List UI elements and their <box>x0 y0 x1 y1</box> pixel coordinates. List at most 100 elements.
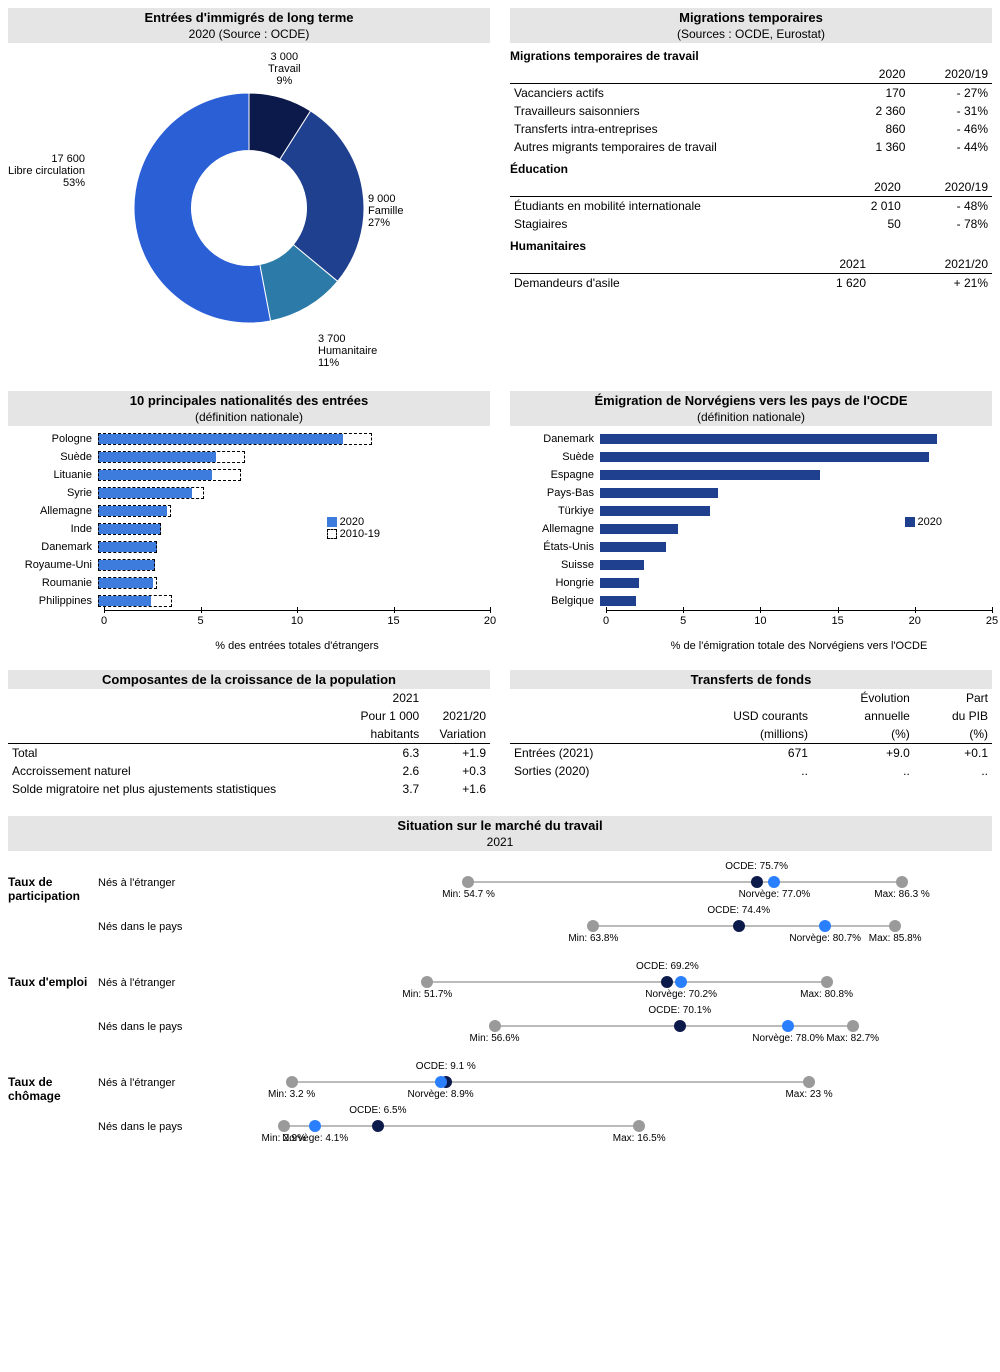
temp-work-heading: Migrations temporaires de travail <box>510 49 992 63</box>
bar-row: Lituanie <box>8 466 490 484</box>
temp-hum-heading: Humanitaires <box>510 239 992 253</box>
donut-slice-label: 3 000Travail9% <box>268 51 301 87</box>
bar-category: Philippines <box>8 595 98 607</box>
col-2020: 2020 <box>848 65 909 84</box>
bar-category: Suisse <box>510 559 600 571</box>
donut-slice-label: 17 600Libre circulation53% <box>8 153 85 189</box>
bar-row: Philippines <box>8 592 490 610</box>
labour-row: Nés à l'étrangerMin: 3.2 %Max: 23 %OCDE:… <box>98 1061 992 1105</box>
country-dot <box>309 1120 321 1132</box>
bar-row: Espagne <box>510 466 992 484</box>
temp-subtitle: (Sources : OCDE, Eurostat) <box>510 27 992 43</box>
temp-work-table: 2020 2020/19 Vacanciers actifs170- 27%Tr… <box>510 65 992 156</box>
emig-subtitle: (définition nationale) <box>510 410 992 426</box>
labour-value-label: Max: 80.8% <box>800 989 853 1000</box>
labour-row-label: Nés dans le pays <box>98 1021 208 1033</box>
bar-category: Allemagne <box>8 505 98 517</box>
dashboard: Entrées d'immigrés de long terme 2020 (S… <box>0 0 1000 1175</box>
labour-subtitle: 2021 <box>8 835 992 851</box>
labour-group-label: Taux de participation <box>8 861 98 903</box>
bar-category: Pays-Bas <box>510 487 600 499</box>
table-row: Travailleurs saisonniers2 360- 31% <box>510 102 992 120</box>
table-row: Entrées (2021)671+9.0+0.1 <box>510 744 992 763</box>
top10-title: 10 principales nationalités des entrées <box>8 391 490 410</box>
oecd-dot <box>674 1020 686 1032</box>
table-row: Accroissement naturel2.6+0.3 <box>8 762 490 780</box>
labour-value-label: OCDE: 6.5% <box>349 1105 406 1116</box>
labour-value-label: OCDE: 9.1 % <box>416 1061 476 1072</box>
labour-title: Situation sur le marché du travail <box>8 816 992 835</box>
donut-slice-label: 9 000Famille27% <box>368 193 403 229</box>
max-dot <box>633 1120 645 1132</box>
table-row: Sorties (2020)...... <box>510 762 992 780</box>
bar-category: Türkiye <box>510 505 600 517</box>
bar-category: Pologne <box>8 433 98 445</box>
bar-row: Allemagne <box>8 502 490 520</box>
temp-edu-table: 2020 2020/19 Étudiants en mobilité inter… <box>510 178 992 233</box>
bar-category: Allemagne <box>510 523 600 535</box>
oecd-dot <box>372 1120 384 1132</box>
labour-value-label: Max: 86.3 % <box>874 889 930 900</box>
max-dot <box>889 920 901 932</box>
table-row: Total6.3+1.9 <box>8 744 490 763</box>
labour-group-label: Taux de chômage <box>8 1061 98 1103</box>
labour-value-label: Norvège: 80.7% <box>789 933 861 944</box>
temp-title: Migrations temporaires <box>510 8 992 27</box>
country-dot <box>675 976 687 988</box>
labour-row: Nés à l'étrangerMin: 51.7%Max: 80.8%OCDE… <box>98 961 992 1005</box>
bar-category: Suède <box>510 451 600 463</box>
labour-value-label: Min: 51.7% <box>402 989 452 1000</box>
bar-category: Syrie <box>8 487 98 499</box>
table-row: Transferts intra-entreprises860- 46% <box>510 120 992 138</box>
oecd-dot <box>661 976 673 988</box>
table-row: Étudiants en mobilité internationale2 01… <box>510 197 992 216</box>
labour-value-label: Norvège: 78.0% <box>752 1033 824 1044</box>
pop-table: 2021 Pour 1 000 2021/20 habitants Variat… <box>8 689 490 798</box>
labour-value-label: Max: 85.8% <box>869 933 922 944</box>
oecd-dot <box>733 920 745 932</box>
labour-group: Taux de participationNés à l'étrangerMin… <box>8 861 992 949</box>
panel-remit: Transferts de fonds Évolution Part USD c… <box>510 670 992 798</box>
bar-row: Suède <box>8 448 490 466</box>
panel-labour: Situation sur le marché du travail 2021 … <box>8 816 992 1149</box>
oecd-dot <box>751 876 763 888</box>
bar-row: Danemark <box>510 430 992 448</box>
bar-row: Inde <box>8 520 490 538</box>
labour-value-label: OCDE: 74.4% <box>707 905 770 916</box>
bar-row: Royaume-Uni <box>8 556 490 574</box>
bar-category: Espagne <box>510 469 600 481</box>
bar-category: Inde <box>8 523 98 535</box>
labour-row: Nés dans le paysMin: 56.6%Max: 82.7%OCDE… <box>98 1005 992 1049</box>
panel-top10: 10 principales nationalités des entrées … <box>8 391 490 652</box>
labour-group: Taux d'emploiNés à l'étrangerMin: 51.7%M… <box>8 961 992 1049</box>
labour-row: Nés dans le paysMin: 63.8%Max: 85.8%OCDE… <box>98 905 992 949</box>
min-dot <box>489 1020 501 1032</box>
temp-edu-heading: Éducation <box>510 162 992 176</box>
bar-category: Lituanie <box>8 469 98 481</box>
labour-row-label: Nés à l'étranger <box>98 1077 208 1089</box>
top10-subtitle: (définition nationale) <box>8 410 490 426</box>
max-dot <box>821 976 833 988</box>
donut-title: Entrées d'immigrés de long terme <box>8 8 490 27</box>
min-dot <box>278 1120 290 1132</box>
emig-legend: 2020 <box>905 516 942 528</box>
panel-popgrowth: Composantes de la croissance de la popul… <box>8 670 490 798</box>
labour-value-label: OCDE: 75.7% <box>725 861 788 872</box>
min-dot <box>421 976 433 988</box>
pop-title: Composantes de la croissance de la popul… <box>8 670 490 689</box>
bar-row: Syrie <box>8 484 490 502</box>
labour-value-label: Norvège: 70.2% <box>645 989 717 1000</box>
max-dot <box>803 1076 815 1088</box>
country-dot <box>768 876 780 888</box>
table-row: Vacanciers actifs170- 27% <box>510 84 992 103</box>
min-dot <box>587 920 599 932</box>
bar-category: Roumanie <box>8 577 98 589</box>
bar-row: Pays-Bas <box>510 484 992 502</box>
labour-row-label: Nés dans le pays <box>98 1121 208 1133</box>
labour-value-label: Max: 82.7% <box>826 1033 879 1044</box>
labour-row: Nés à l'étrangerMin: 54.7 %Max: 86.3 %OC… <box>98 861 992 905</box>
bar-category: Hongrie <box>510 577 600 589</box>
bar-row: Roumanie <box>8 574 490 592</box>
bar-category: Suède <box>8 451 98 463</box>
table-row: Demandeurs d'asile1 620+ 21% <box>510 274 992 293</box>
